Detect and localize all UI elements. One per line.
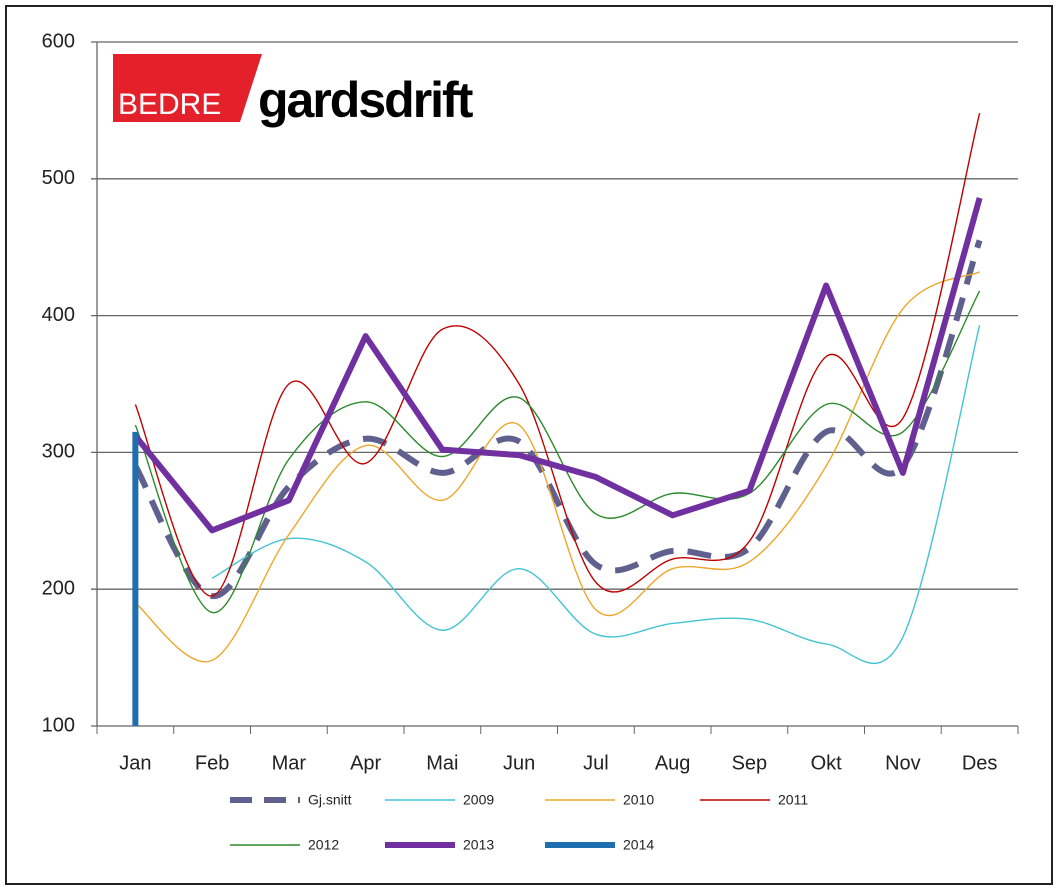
legend-label: 2011 — [778, 792, 808, 808]
y-tick-label: 100 — [42, 714, 75, 736]
x-tick-label: Nov — [885, 752, 921, 774]
legend-label: Gj.snitt — [308, 792, 352, 808]
logo-text: BEDRE — [118, 88, 221, 121]
x-tick-label: Jul — [583, 752, 609, 774]
y-tick-label: 200 — [42, 577, 75, 599]
x-tick-label: Jun — [503, 752, 535, 774]
x-tick-label: Mar — [272, 752, 307, 774]
frame — [5, 5, 1053, 885]
legend-label: 2009 — [463, 792, 494, 808]
y-tick-label: 500 — [42, 167, 75, 189]
y-tick-label: 400 — [42, 304, 75, 326]
legend-label: 2010 — [623, 792, 654, 808]
legend-label: 2013 — [463, 837, 494, 853]
x-tick-label: Mai — [426, 752, 458, 774]
series-line — [134, 112, 981, 597]
x-tick-label: Apr — [350, 752, 381, 774]
legend-label: 2014 — [623, 837, 654, 853]
legend-label: 2012 — [308, 837, 339, 853]
x-tick-label: Aug — [655, 752, 691, 774]
series-line — [134, 290, 981, 614]
x-tick-label: Feb — [195, 752, 229, 774]
logo-text: gardsdrift — [258, 72, 474, 128]
logo-box — [113, 54, 262, 122]
series-line — [134, 271, 980, 663]
x-tick-label: Jan — [119, 752, 151, 774]
x-tick-label: Sep — [732, 752, 768, 774]
x-tick-label: Des — [962, 752, 998, 774]
series-line — [133, 197, 983, 534]
y-tick-label: 300 — [42, 441, 75, 463]
x-tick-label: Okt — [811, 752, 843, 774]
series-line — [211, 325, 981, 664]
y-tick-label: 600 — [42, 30, 75, 52]
